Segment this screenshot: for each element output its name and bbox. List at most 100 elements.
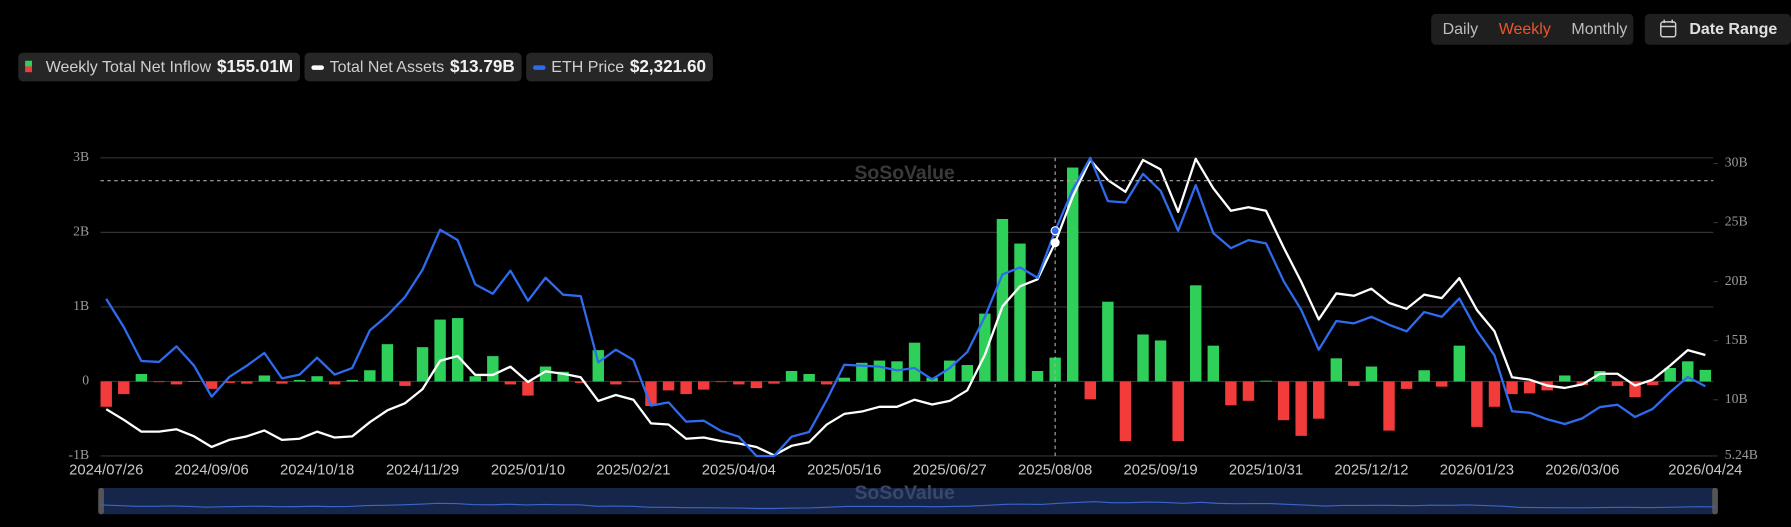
navigator-watermark: SoSoValue: [854, 482, 955, 504]
date-range-button[interactable]: [1644, 13, 1791, 45]
bar: [1611, 381, 1624, 386]
bar: [223, 381, 235, 383]
legend-item[interactable]: Total Net Assets $13.79B: [304, 52, 522, 82]
bar: [1365, 366, 1378, 382]
bar: [733, 381, 745, 385]
x-tick-label: 2025/10/31: [1229, 463, 1303, 479]
bar: [469, 376, 481, 382]
navigator[interactable]: [100, 487, 1716, 515]
bar: [1031, 370, 1044, 382]
bar: [1682, 361, 1694, 382]
bar: [1383, 381, 1395, 431]
y2-tick-label: 5.24B: [1725, 447, 1758, 462]
bar: [944, 360, 956, 382]
x-tick-label: 2024/11/29: [386, 463, 459, 479]
bar: [1225, 381, 1237, 406]
bar: [574, 381, 587, 383]
date-range-label[interactable]: Date Range: [1689, 21, 1777, 38]
y-tick-label: 3B: [73, 149, 89, 164]
bar: [1418, 370, 1430, 382]
bar: [1629, 381, 1641, 398]
legend-item[interactable]: Weekly Total Net Inflow $155.01M: [18, 52, 300, 82]
bar: [364, 370, 376, 382]
x-tick-label: 2025/01/10: [491, 463, 565, 479]
bar: [170, 381, 183, 385]
bar: [1172, 381, 1184, 442]
bar: [1594, 370, 1606, 382]
bar: [539, 366, 552, 382]
bar: [1348, 381, 1360, 386]
hover-dot: [1050, 226, 1060, 236]
x-tick-label: 2024/07/26: [69, 463, 143, 479]
bar: [680, 381, 692, 395]
bar: [188, 381, 200, 383]
bar: [118, 381, 130, 395]
calendar-icon: [1660, 19, 1677, 38]
bar: [697, 381, 710, 390]
bar: [487, 356, 499, 382]
bar: [1137, 334, 1149, 382]
navigator-handle[interactable]: [98, 487, 104, 515]
bar: [346, 379, 358, 382]
bar: [768, 381, 780, 384]
bar: [1207, 345, 1220, 382]
navigator-handle[interactable]: [1712, 487, 1718, 515]
bar: [1436, 381, 1448, 387]
legend-box: [18, 52, 300, 82]
legend-item[interactable]: ETH Price $2,321.60: [526, 52, 713, 82]
legend-box: [304, 52, 522, 82]
period-button[interactable]: Daily: [1443, 21, 1479, 38]
bar: [1400, 381, 1413, 389]
legend-value: $2,321.60: [630, 56, 706, 76]
y2-tick-label: 20B: [1725, 273, 1748, 288]
bar: [979, 313, 991, 382]
y-tick-label: 2B: [73, 224, 89, 239]
bar: [996, 218, 1009, 382]
bar: [1471, 381, 1483, 427]
bar: [820, 381, 833, 385]
bar: [627, 381, 640, 383]
bar: [908, 342, 921, 382]
hover-dot: [1050, 238, 1060, 248]
y-tick-label: 1B: [73, 298, 89, 313]
x-tick-label: 2025/04/04: [702, 463, 776, 479]
x-tick-label: 2025/08/08: [1018, 463, 1092, 479]
bar: [1242, 381, 1255, 401]
bar: [399, 381, 411, 386]
bar: [1014, 243, 1026, 382]
bar: [1313, 381, 1325, 419]
bar: [1506, 381, 1518, 395]
bar: [522, 381, 534, 396]
bar: [1646, 381, 1659, 386]
bar: [1260, 380, 1272, 382]
bar: [838, 377, 850, 382]
bar: [328, 381, 341, 385]
y-tick-label: 0: [82, 373, 89, 388]
bar: [1559, 375, 1571, 382]
bar: [715, 381, 727, 383]
legend-value: $155.01M: [217, 56, 293, 76]
legend-label: Weekly Total Net Inflow: [46, 59, 212, 76]
bar: [645, 381, 657, 407]
legend-swatch: [25, 66, 32, 73]
y2-tick-label: 10B: [1725, 391, 1748, 406]
bar: [1067, 167, 1079, 382]
line: [105, 156, 1706, 458]
y-tick-label: -1B: [69, 447, 90, 462]
bar: [100, 381, 112, 407]
x-tick-label: 2026/01/23: [1440, 463, 1514, 479]
bar: [610, 381, 622, 385]
x-tick-label: 2024/10/18: [280, 463, 354, 479]
bar: [1277, 381, 1290, 421]
legend-box: [526, 52, 713, 82]
legend-label: ETH Price: [551, 59, 624, 76]
x-tick-label: 2025/06/27: [913, 463, 987, 479]
period-button[interactable]: Monthly: [1571, 21, 1627, 38]
bar: [135, 373, 148, 382]
bar: [1664, 368, 1676, 382]
bar: [750, 381, 763, 389]
period-button[interactable]: Weekly: [1499, 21, 1551, 38]
x-tick-label: 2026/03/06: [1545, 463, 1619, 479]
